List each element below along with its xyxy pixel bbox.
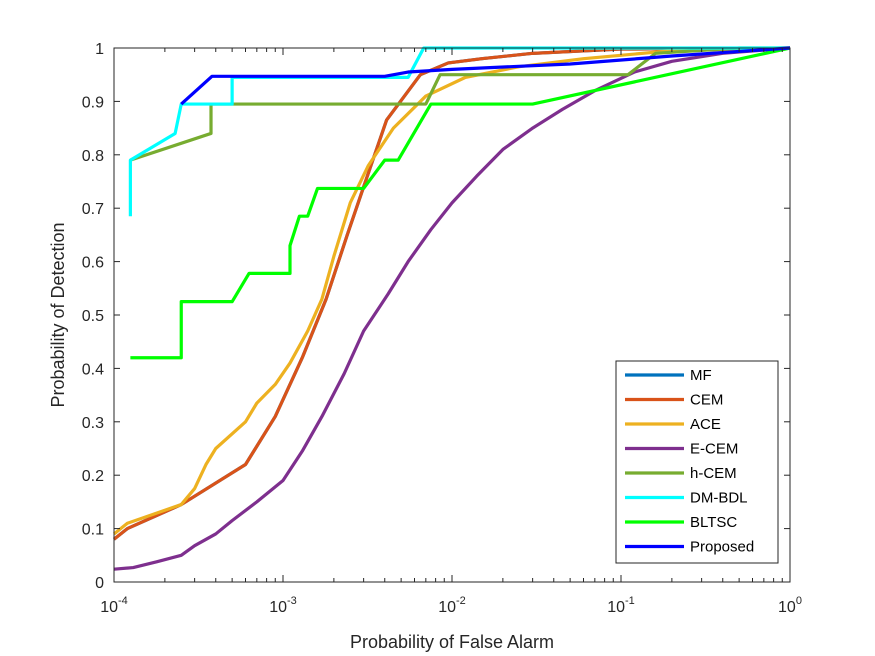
y-tick-label: 0 [95,575,104,592]
legend-label-mf: MF [690,367,712,384]
x-tick-label: 10-2 [438,595,466,616]
y-tick-label: 1 [95,41,104,58]
x-tick-exponent: -4 [118,595,128,607]
x-tick-exponent: 0 [796,595,802,607]
series-line-h-cem [129,46,790,162]
y-tick-label: 0.9 [82,94,104,111]
legend: MF CEM ACE E-CEM h-CEM DM-BDL BLTSC Proposed [615,360,779,564]
legend-label-e-cem: E-CEM [690,441,738,458]
x-axis-title: Probability of False Alarm [350,632,554,652]
x-tick-label: 10-1 [607,595,635,616]
x-tick-label: 100 [778,595,802,616]
x-tick-base: 10 [607,599,625,616]
legend-label-proposed: Proposed [690,539,754,556]
y-tick-label: 0.1 [82,522,104,539]
y-tick-label: 0.4 [82,361,104,378]
legend-label-cem: CEM [690,392,723,409]
x-tick-exponent: -1 [625,595,635,607]
series-line-e-cem [113,46,791,571]
legend-label-dm-bdl: DM-BDL [690,490,748,507]
y-tick-label: 0.5 [82,308,104,325]
legend-box [615,360,779,564]
y-axis-title: Probability of Detection [48,222,68,407]
x-tick-base: 10 [269,599,287,616]
series-line-cem [113,46,791,541]
x-tick-exponent: -3 [287,595,297,607]
x-tick-base: 10 [438,599,456,616]
series-layer [113,46,791,571]
x-tick-base: 10 [100,599,118,616]
y-tick-label: 0.3 [82,415,104,432]
x-tick-exponent: -2 [456,595,466,607]
y-tick-label: 0.7 [82,201,104,218]
y-tick-label: 0.8 [82,148,104,165]
legend-label-ace: ACE [690,416,721,433]
x-tick-label: 10-3 [269,595,297,616]
x-tick-base: 10 [778,599,796,616]
series-line-proposed [180,46,791,106]
series-line-ace [113,46,791,536]
series-line-bltsc [130,46,791,360]
legend-label-bltsc: BLTSC [690,514,737,531]
y-tick-label: 0.6 [82,255,104,272]
y-tick-label: 0.2 [82,468,104,485]
x-tick-label: 10-4 [100,595,128,616]
legend-label-h-cem: h-CEM [690,465,737,482]
series-line-dm-bdl [128,46,790,217]
